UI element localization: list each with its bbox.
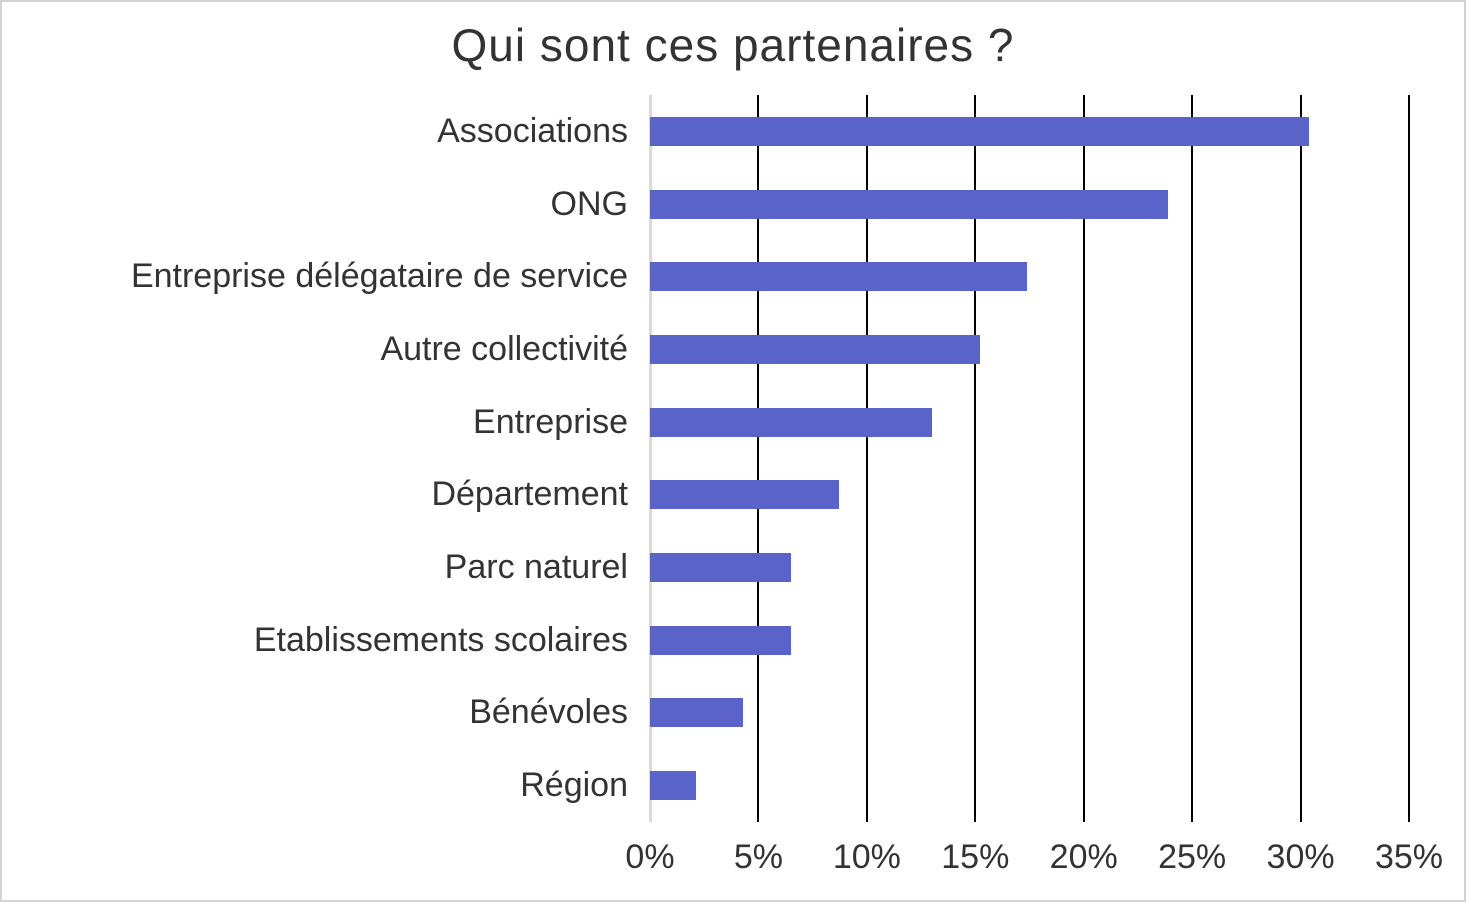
- bar-row: [650, 531, 1409, 604]
- x-tick-label: 15%: [941, 838, 1010, 876]
- bar: [650, 262, 1028, 292]
- bar-row: [650, 604, 1409, 677]
- x-tick-label: 20%: [1049, 838, 1118, 876]
- x-tick-label: 30%: [1266, 838, 1335, 876]
- gridline: [974, 95, 977, 822]
- gridline: [1299, 95, 1302, 822]
- bar-row: [650, 749, 1409, 822]
- category-label: Entreprise: [473, 402, 628, 441]
- bar: [650, 480, 839, 510]
- bar: [650, 553, 791, 583]
- bar: [650, 334, 980, 364]
- category-label: Département: [431, 475, 628, 514]
- plot-area: [649, 95, 1410, 822]
- bar-row: [650, 168, 1409, 241]
- category-label: Parc naturel: [444, 548, 628, 587]
- x-tick-label: 35%: [1374, 838, 1444, 876]
- bar: [650, 698, 744, 728]
- bar: [650, 771, 696, 801]
- category-label: Entreprise délégataire de service: [130, 257, 628, 296]
- bar: [650, 189, 1169, 219]
- x-tick-label: 10%: [832, 838, 901, 876]
- category-axis-labels: Associations ONG Entreprise délégataire de…: [4, 95, 628, 822]
- bar-row: [650, 313, 1409, 386]
- bar-row: [650, 386, 1409, 459]
- bar-row: [650, 459, 1409, 532]
- bar: [650, 407, 932, 437]
- bar-row: [650, 95, 1409, 168]
- bar: [650, 625, 791, 655]
- category-label: Bénévoles: [469, 693, 628, 732]
- gridline: [757, 95, 760, 822]
- zero-axis-line: [649, 95, 652, 822]
- gridline: [1408, 95, 1410, 822]
- x-tick-label: 5%: [733, 838, 783, 876]
- bar: [650, 116, 1310, 146]
- value-axis-labels: 0% 5% 10% 15% 20% 25% 30% 35%: [2, 838, 1464, 890]
- category-label: Associations: [437, 111, 628, 150]
- bar-row: [650, 677, 1409, 750]
- x-tick-label: 25%: [1158, 838, 1227, 876]
- category-label: Région: [520, 766, 628, 805]
- gridline: [1191, 95, 1194, 822]
- category-label: Autre collectivité: [380, 329, 628, 368]
- category-label: Etablissements scolaires: [253, 620, 628, 659]
- chart-title: Qui sont ces partenaires ?: [451, 19, 1015, 71]
- category-label: ONG: [550, 184, 628, 223]
- gridline: [865, 95, 868, 822]
- bar-row: [650, 240, 1409, 313]
- gridline: [1082, 95, 1085, 822]
- x-tick-label: 0%: [625, 838, 675, 876]
